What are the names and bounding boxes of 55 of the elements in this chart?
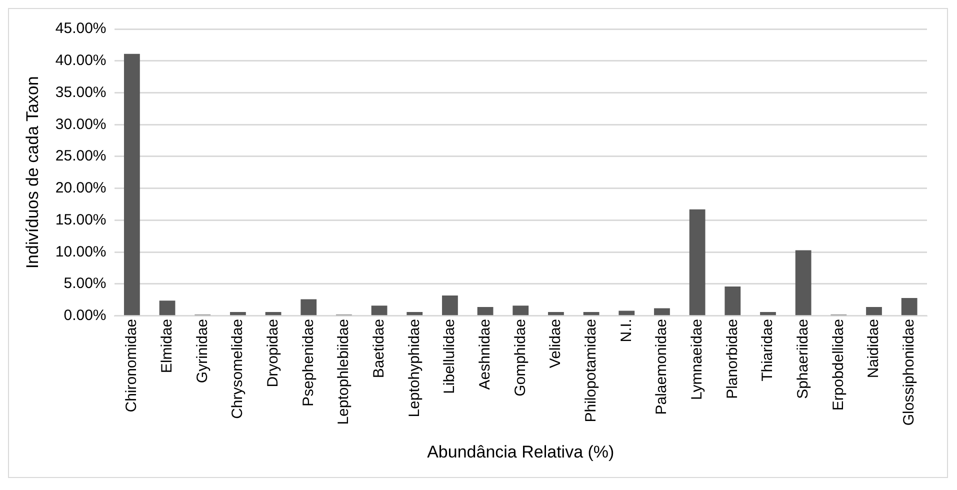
x-tick-label: Velidae — [547, 318, 564, 368]
bar — [406, 312, 423, 316]
x-tick-label: Chironomidae — [123, 318, 140, 412]
bar — [866, 306, 882, 316]
x-tick-label: Baetidae — [370, 318, 388, 378]
y-tick-label: 10.00% — [55, 243, 106, 260]
x-tick-label: Aeshnidae — [476, 318, 494, 390]
bar — [618, 310, 635, 316]
x-tick-label: Lymnaeidae — [688, 318, 706, 400]
bar — [159, 300, 176, 316]
y-tick-label: 40.00% — [55, 52, 106, 70]
x-tick-label: Thiaridae — [759, 318, 776, 382]
y-tick-label: 25.00% — [55, 148, 106, 165]
x-tick-label: Glossiphoniidae — [900, 318, 918, 426]
y-tick-label: 0.00% — [64, 307, 106, 324]
y-tick-label: 45.00% — [55, 20, 106, 38]
x-tick-label: Gomphidae — [512, 318, 529, 396]
x-tick-label: Psephenidae — [300, 318, 317, 406]
x-tick-label: Palaemonidae — [653, 318, 670, 415]
x-tick-label: Leptohyphidae — [406, 318, 423, 418]
bar — [760, 312, 776, 316]
x-tick-label: Chrysomelidae — [229, 318, 246, 419]
bar — [795, 250, 812, 316]
bar — [654, 308, 670, 316]
x-tick-label: Naididae — [865, 318, 882, 378]
x-tick-label: Dryopidae — [264, 318, 282, 388]
x-tick-label: Sphaeriidae — [794, 318, 812, 399]
y-tick-label: 30.00% — [55, 116, 106, 133]
bar — [265, 312, 282, 316]
x-tick-label: Planorbidae — [724, 318, 741, 399]
bar — [124, 54, 140, 316]
bar — [371, 306, 388, 316]
bar — [512, 306, 529, 316]
bar — [583, 312, 600, 316]
bar — [477, 306, 494, 316]
bar — [901, 298, 918, 316]
x-tick-label: Libellulidae — [441, 318, 458, 394]
y-tick-label: 35.00% — [55, 84, 106, 101]
y-tick-label: 20.00% — [55, 180, 106, 197]
x-axis-title: Abundância Relativa (%) — [427, 442, 614, 462]
bar — [230, 312, 246, 316]
bar — [548, 312, 564, 316]
x-tick-label: Erpobdellidae — [830, 318, 847, 411]
x-tick-label: Philopotamidae — [582, 318, 600, 422]
bar — [300, 299, 317, 316]
x-tick-label: Leptophlebiidae — [335, 318, 352, 425]
x-tick-label: Gyrinidae — [194, 318, 211, 384]
y-tick-label: 15.00% — [55, 211, 106, 228]
bar — [724, 286, 741, 316]
y-tick-label: 5.00% — [64, 275, 106, 292]
y-axis-title: Indivíduos de cada Taxon — [22, 76, 42, 269]
bar — [442, 295, 458, 316]
x-tick-label: Elmidae — [158, 318, 176, 374]
bar — [689, 209, 706, 316]
x-tick-label: N.I. — [618, 318, 635, 342]
